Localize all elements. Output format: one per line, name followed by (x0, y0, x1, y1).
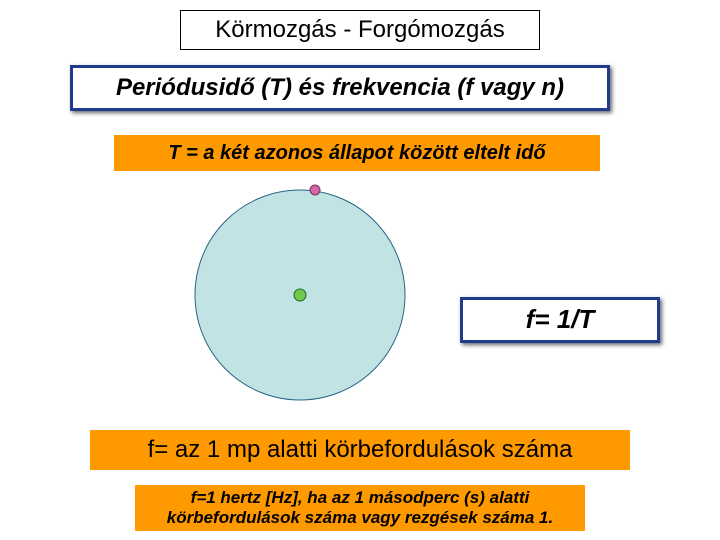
formula-text: f= 1/T (526, 304, 595, 335)
hertz-box: f=1 hertz [Hz], ha az 1 másodperc (s) al… (135, 485, 585, 531)
subtitle-box: Periódusidő (T) és frekvencia (f vagy n) (70, 65, 610, 111)
definition-text: T = a két azonos állapot között eltelt i… (168, 141, 545, 165)
description-text: f= az 1 mp alatti körbefordulások száma (148, 436, 573, 465)
hertz-text: f=1 hertz [Hz], ha az 1 másodperc (s) al… (143, 488, 577, 529)
circle-diagram (185, 180, 415, 410)
title-text: Körmozgás - Forgómozgás (215, 16, 504, 45)
title-box: Körmozgás - Forgómozgás (180, 10, 540, 50)
definition-box: T = a két azonos állapot között eltelt i… (114, 135, 600, 171)
subtitle-text: Periódusidő (T) és frekvencia (f vagy n) (116, 74, 564, 103)
description-box: f= az 1 mp alatti körbefordulások száma (90, 430, 630, 470)
formula-box: f= 1/T (460, 297, 660, 343)
